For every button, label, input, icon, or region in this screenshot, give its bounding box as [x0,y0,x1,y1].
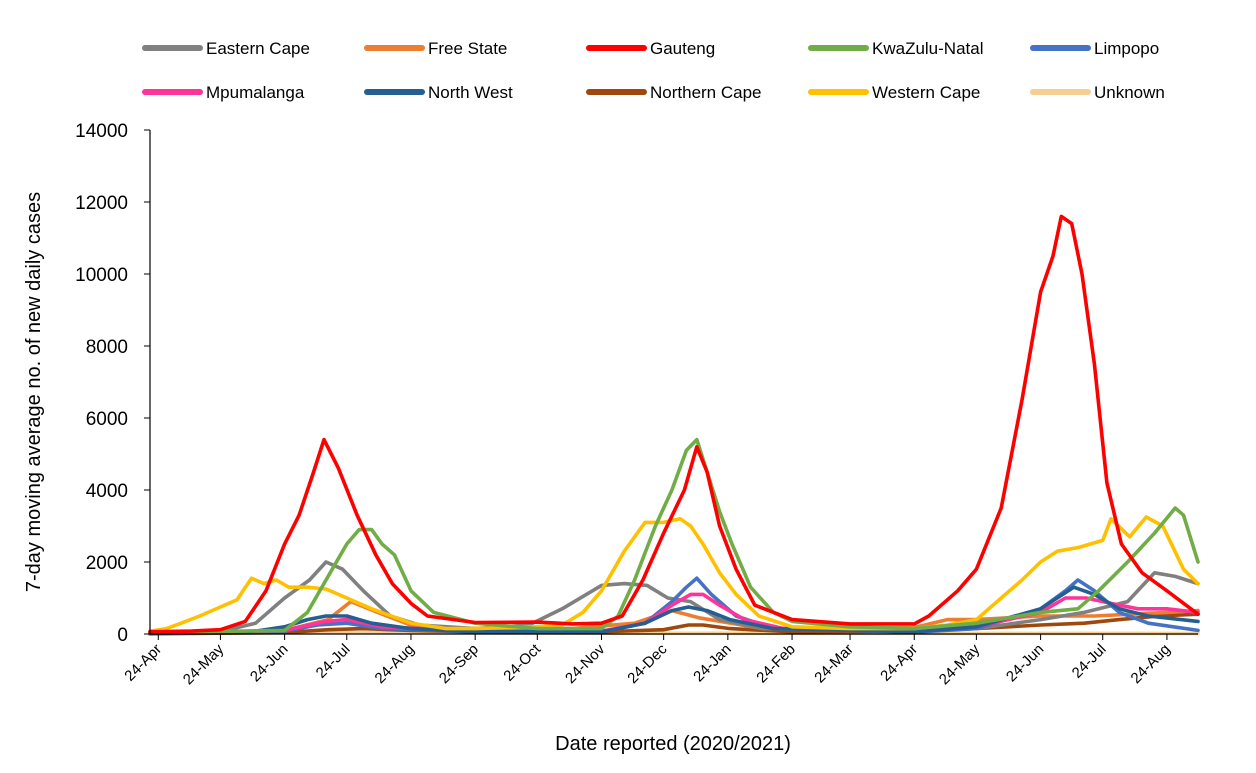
y-tick-label: 0 [117,625,128,646]
y-tick-label: 12000 [75,193,128,214]
x-tick-label: 24-Dec [624,640,671,687]
x-tick-label: 24-Jan [690,641,734,685]
series-line-north-west [148,585,1200,636]
legend-item-western-cape: Western Cape [808,83,980,102]
x-tick-label: 24-Jun [1003,641,1047,685]
x-tick-label: 24-Apr [877,641,921,685]
legend-item-northern-cape: Northern Cape [586,83,762,102]
legend-item-eastern-cape: Eastern Cape [142,39,310,58]
x-tick-label: 24-Mar [811,641,857,687]
axes [149,130,1198,635]
x-tick-label: 24-Nov [562,640,609,687]
x-tick-label: 24-Aug [1128,641,1174,687]
legend-item-limpopo: Limpopo [1030,39,1159,58]
x-axis-ticks: 24-Apr 24-May 24-Jun 24-Jul 24-Aug 24-Sep 24-O… [121,634,1174,688]
legend-label: Northern Cape [650,83,762,102]
legend-item-kwazulu-natal: KwaZulu-Natal [808,39,984,58]
x-tick-label: 24-May [936,640,984,688]
series-lines [148,214,1200,636]
x-tick-label: 24-Aug [372,641,418,687]
x-axis-title: Date reported (2020/2021) [555,733,791,755]
legend-item-north-west: North West [364,83,513,102]
legend-item-free-state: Free State [364,39,507,58]
y-tick-label: 8000 [86,337,128,358]
legend-item-gauteng: Gauteng [586,39,715,58]
legend-label: Limpopo [1094,39,1159,58]
legend-item-mpumalanga: Mpumalanga [142,83,305,102]
x-tick-label: 24-Sep [436,641,482,687]
x-tick-label: 24-Apr [121,641,165,685]
y-axis-title: 7-day moving average no. of new daily ca… [23,192,45,592]
y-tick-label: 6000 [86,409,128,430]
x-tick-label: 24-Oct [500,640,544,684]
series-line-eastern-cape [148,560,1200,635]
legend-label: Western Cape [872,83,980,102]
y-tick-label: 4000 [86,481,128,502]
legend-label: Free State [428,39,507,58]
y-tick-label: 2000 [86,553,128,574]
x-tick-label: 24-Jul [313,641,354,682]
y-tick-label: 10000 [75,265,128,286]
legend-label: Unknown [1094,83,1165,102]
series-line-limpopo [148,576,1200,636]
legend-label: Eastern Cape [206,39,310,58]
legend-item-unknown: Unknown [1030,83,1165,102]
legend: Eastern Cape Free State Gauteng KwaZulu-Nat… [142,39,1165,102]
legend-label: North West [428,83,513,102]
series-line-kwazulu-natal [148,437,1200,635]
legend-label: KwaZulu-Natal [872,39,984,58]
x-tick-label: 24-Jul [1069,641,1110,682]
x-tick-label: 24-Feb [753,641,799,687]
series-line-western-cape [148,515,1200,633]
y-tick-label: 14000 [75,121,128,142]
series-line-gauteng [148,214,1200,634]
legend-label: Mpumalanga [206,83,305,102]
x-tick-label: 24-May [180,640,228,688]
y-axis-ticks: 0 2000 4000 6000 8000 10000 12000 14000 [75,121,150,646]
x-tick-label: 24-Jun [247,641,291,685]
series-line-northern-cape [148,612,1200,636]
legend-label: Gauteng [650,39,715,58]
